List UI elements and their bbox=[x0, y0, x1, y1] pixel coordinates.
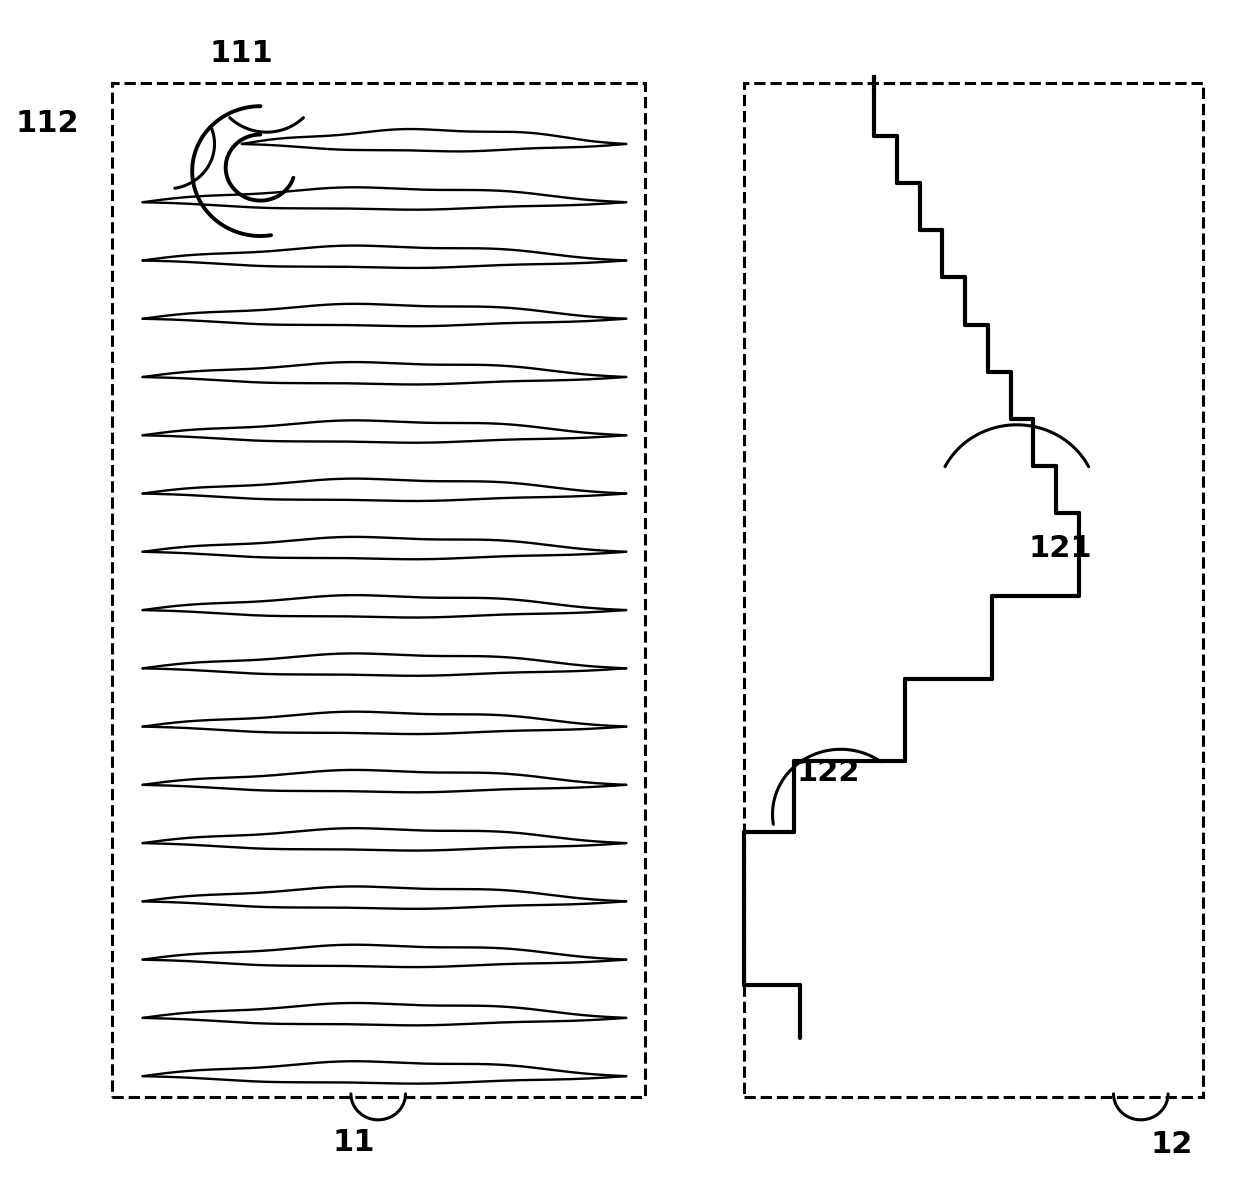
Text: 11: 11 bbox=[332, 1128, 374, 1156]
Text: 12: 12 bbox=[1151, 1130, 1193, 1159]
Text: 122: 122 bbox=[796, 759, 861, 787]
Text: 111: 111 bbox=[210, 39, 274, 67]
Text: 121: 121 bbox=[1028, 535, 1092, 563]
Text: 112: 112 bbox=[15, 110, 79, 138]
